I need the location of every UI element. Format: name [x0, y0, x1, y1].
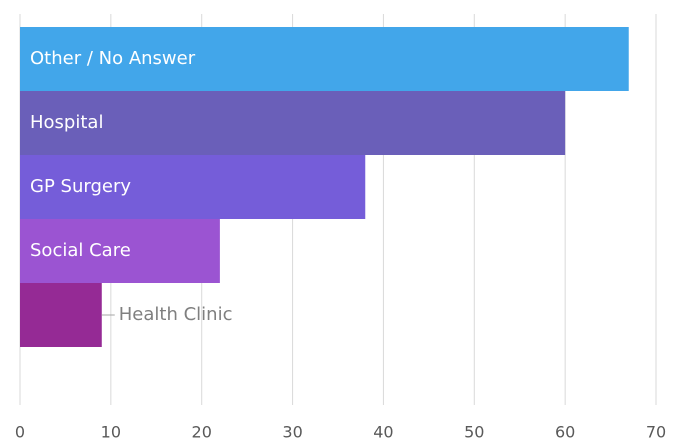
bar: [20, 91, 566, 155]
bar: [20, 155, 366, 219]
x-tick-label: 40: [373, 423, 393, 442]
x-tick-label: 60: [555, 423, 575, 442]
bar-label: Other / No Answer: [30, 48, 196, 69]
bar-label: GP Surgery: [30, 176, 131, 197]
bar: [20, 27, 629, 91]
x-tick-label: 50: [464, 423, 484, 442]
x-tick-label: 0: [15, 423, 25, 442]
x-tick-label: 70: [646, 423, 666, 442]
bar-label: Health Clinic: [119, 304, 233, 325]
bar-label: Social Care: [30, 240, 131, 261]
x-tick-label: 30: [282, 423, 302, 442]
bar-label: Hospital: [30, 112, 103, 133]
x-tick-label: 10: [101, 423, 121, 442]
bar: [20, 283, 102, 347]
bar: [20, 219, 220, 283]
x-tick-label: 20: [192, 423, 212, 442]
